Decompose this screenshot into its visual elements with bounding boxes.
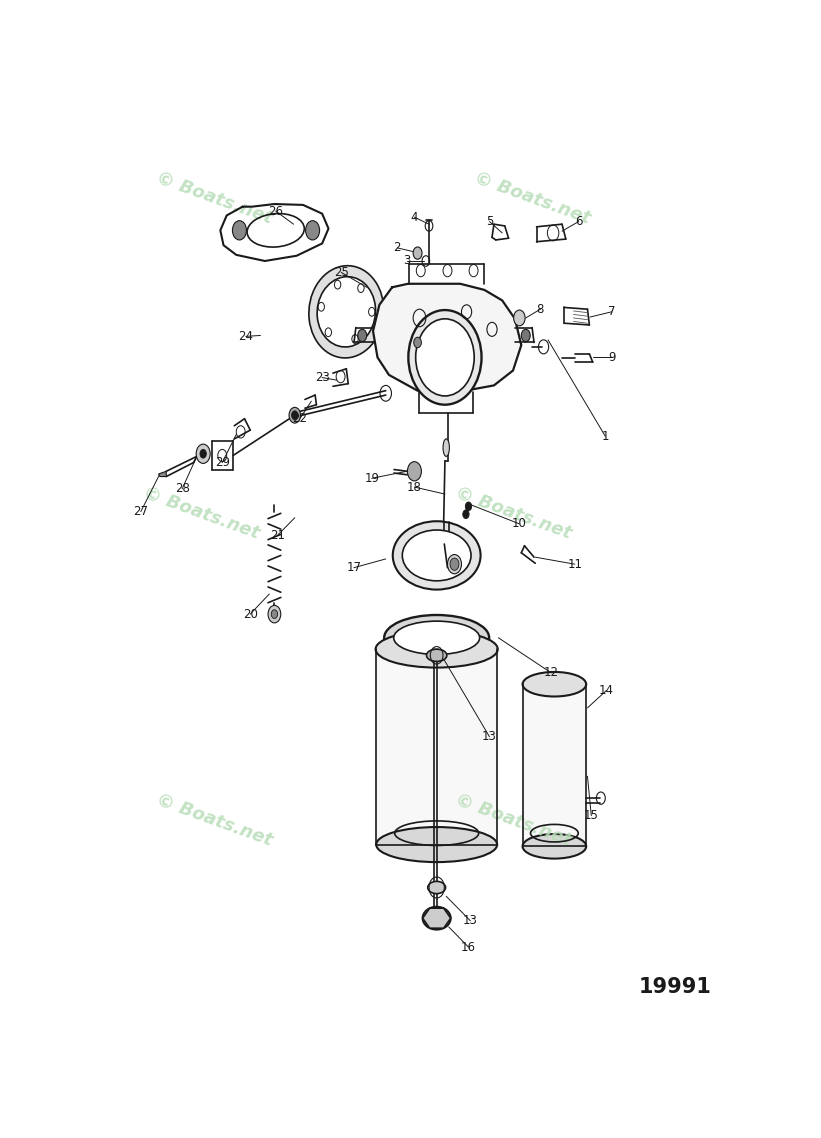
Ellipse shape [428, 882, 446, 893]
Text: 16: 16 [461, 941, 476, 954]
Text: 28: 28 [175, 483, 190, 495]
Text: 9: 9 [608, 351, 616, 364]
Polygon shape [523, 684, 586, 847]
Circle shape [271, 610, 277, 619]
Circle shape [450, 558, 459, 570]
Text: 2: 2 [393, 241, 401, 255]
Text: © Boats.net: © Boats.net [141, 484, 262, 543]
Text: 24: 24 [238, 330, 254, 343]
Circle shape [414, 337, 421, 348]
Text: 8: 8 [537, 303, 544, 315]
Polygon shape [376, 649, 498, 844]
Ellipse shape [392, 521, 480, 589]
Ellipse shape [394, 621, 479, 654]
Text: 1: 1 [602, 430, 609, 443]
Ellipse shape [309, 265, 383, 358]
Ellipse shape [376, 827, 498, 863]
Text: 20: 20 [243, 608, 258, 620]
Circle shape [291, 411, 298, 420]
Text: 23: 23 [314, 371, 329, 384]
Ellipse shape [317, 277, 375, 347]
Text: 12: 12 [544, 667, 559, 679]
Text: © Boats.net: © Boats.net [452, 484, 574, 543]
Ellipse shape [423, 907, 451, 930]
Circle shape [463, 510, 469, 519]
Ellipse shape [522, 671, 586, 696]
Text: 17: 17 [346, 561, 361, 575]
Ellipse shape [447, 554, 461, 574]
Ellipse shape [384, 615, 489, 660]
Circle shape [514, 310, 525, 325]
Ellipse shape [375, 630, 498, 668]
Text: 26: 26 [268, 205, 283, 217]
Circle shape [305, 221, 319, 240]
Polygon shape [158, 471, 166, 477]
Circle shape [289, 407, 300, 423]
Circle shape [466, 502, 471, 511]
Text: 3: 3 [403, 255, 410, 267]
Circle shape [200, 450, 206, 459]
Text: 4: 4 [410, 211, 418, 224]
Text: 19: 19 [365, 472, 379, 485]
Circle shape [407, 462, 421, 481]
Circle shape [358, 329, 367, 341]
Circle shape [413, 247, 422, 259]
Circle shape [521, 329, 530, 341]
Circle shape [196, 444, 210, 463]
Text: © Boats.net: © Boats.net [154, 791, 275, 849]
Text: 5: 5 [486, 215, 493, 228]
Ellipse shape [443, 439, 449, 456]
Text: 6: 6 [575, 215, 582, 228]
Text: 18: 18 [407, 480, 422, 494]
Text: 22: 22 [292, 412, 307, 426]
Text: 29: 29 [215, 456, 230, 469]
Ellipse shape [426, 649, 447, 661]
Circle shape [268, 605, 281, 622]
Polygon shape [373, 283, 521, 393]
Text: 14: 14 [599, 684, 614, 696]
Text: © Boats.net: © Boats.net [154, 168, 275, 228]
Text: 25: 25 [334, 266, 349, 279]
Ellipse shape [408, 310, 482, 405]
Text: 15: 15 [584, 809, 599, 822]
Circle shape [232, 221, 246, 240]
Ellipse shape [522, 834, 586, 858]
Text: 21: 21 [270, 529, 285, 542]
Polygon shape [423, 908, 451, 929]
Text: 7: 7 [608, 305, 616, 319]
Text: 13: 13 [482, 731, 497, 743]
Ellipse shape [402, 530, 471, 580]
Text: 11: 11 [567, 558, 582, 570]
Text: 10: 10 [512, 518, 527, 530]
Text: 19991: 19991 [639, 976, 712, 997]
Ellipse shape [415, 319, 475, 396]
Text: 13: 13 [463, 914, 478, 927]
Text: 27: 27 [133, 505, 149, 518]
Text: © Boats.net: © Boats.net [452, 791, 574, 849]
Text: © Boats.net: © Boats.net [471, 168, 593, 228]
